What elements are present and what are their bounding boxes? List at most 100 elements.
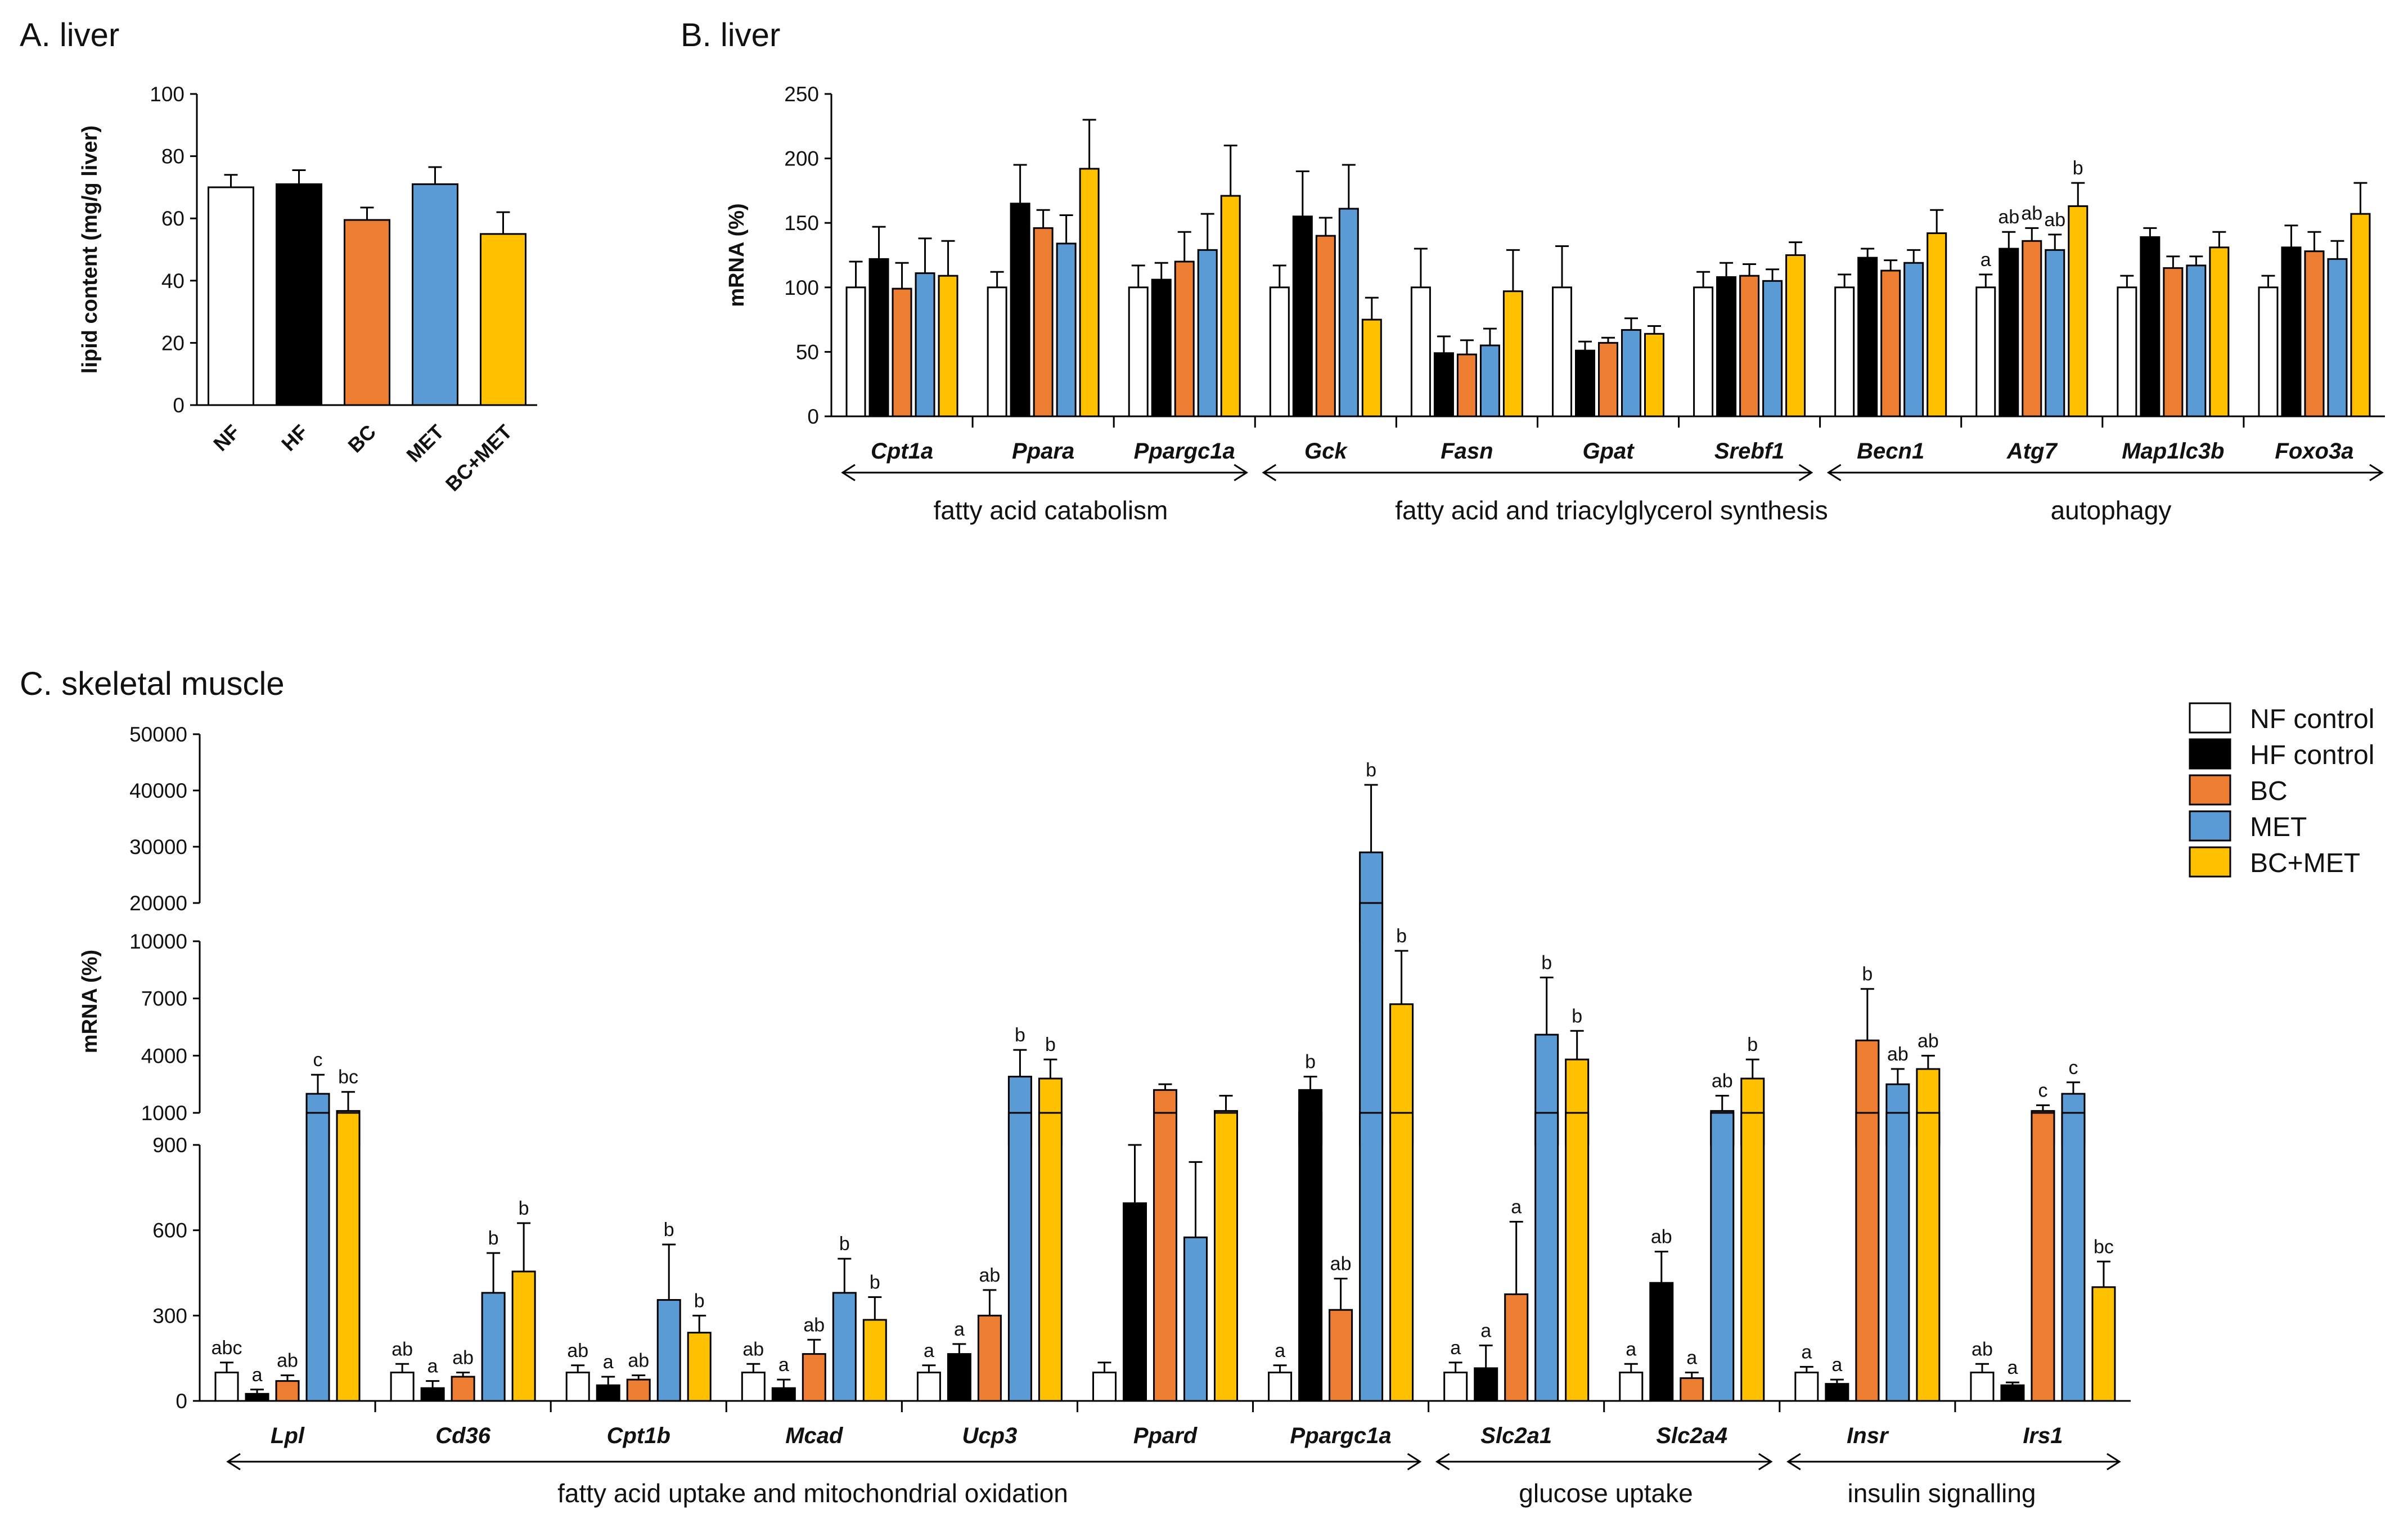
bar-ucp3-nf-control — [916, 1371, 941, 1402]
error-bar-insr-bc — [1860, 988, 1874, 1041]
chart-liver-mrna: 0 50 100 150 200 250 mRNA (%) Cpt1a Ppara Ppargc1… — [725, 83, 2385, 482]
error-bar-insr-met — [1891, 1068, 1905, 1085]
legend-swatch-met — [2189, 810, 2231, 842]
group-arrow-b-3 — [1826, 464, 2384, 482]
error-bar-bc-met — [496, 211, 510, 234]
bar-piece — [1794, 1371, 1819, 1402]
legend: NF control HF control BC MET BC+MET — [2189, 702, 2374, 878]
bar-piece — [596, 1384, 620, 1402]
bar-gck-met — [1338, 208, 1359, 417]
y-tick-label: 50000 — [129, 723, 187, 746]
bar-srebf1-nf — [1693, 286, 1714, 417]
sig-letter-mcad-0: ab — [742, 1338, 764, 1360]
bar-cd36-bc — [451, 1376, 475, 1402]
bar-ucp3-bc-met — [1038, 1077, 1063, 1402]
bar-piece — [687, 1332, 712, 1402]
bar-piece — [1268, 1371, 1293, 1402]
sig-letter-mcad-4: b — [870, 1272, 880, 1293]
gene-label-gpat: Gpat — [1582, 439, 1635, 464]
bar-ppara-met — [1056, 242, 1077, 417]
error-bar-map1lc3b-bc — [2166, 255, 2180, 268]
sig-letter-slc2a1-3: b — [1541, 952, 1552, 973]
sig-letter-atg7-4: b — [2073, 158, 2083, 179]
group-arrow-c-2 — [1435, 1453, 1773, 1471]
sig-letter-atg7-3: ab — [2044, 209, 2065, 231]
bar-piece — [1534, 1112, 1559, 1402]
error-bar-fasn-met — [1483, 327, 1497, 345]
sig-letter-irs1-1: a — [2007, 1357, 2018, 1378]
error-bar-ppargc1a-hf — [1154, 262, 1168, 280]
sig-letter-cpt1b-2: ab — [628, 1350, 649, 1372]
gene-label-cd36: Cd36 — [435, 1423, 491, 1448]
error-bar-fasn-bc-met — [1506, 249, 1520, 291]
bar-ppargc1a-met — [1197, 249, 1218, 417]
error-bar-slc2a4-met — [1715, 1095, 1729, 1111]
bar-piece — [802, 1353, 826, 1402]
gene-label-becn1: Becn1 — [1857, 439, 1924, 464]
error-bar-ppargc1a-met — [1364, 784, 1378, 852]
y-tick-label: 200 — [784, 147, 819, 170]
sig-letter-cpt1b-0: ab — [567, 1340, 588, 1362]
bar-srebf1-met — [1762, 280, 1783, 417]
sig-letter-slc2a4-4: b — [1747, 1034, 1758, 1055]
bar-piece — [1619, 1371, 1644, 1402]
bar-hf — [276, 183, 322, 406]
bar-piece — [1855, 1112, 1880, 1402]
sig-letter-slc2a1-0: a — [1450, 1337, 1461, 1359]
error-bar-lpl-bc-met — [341, 1091, 355, 1111]
error-bar-ppargc1a-bc-met — [1394, 950, 1408, 1004]
bar-atg7-bc-met — [2068, 205, 2089, 417]
error-bar-ppara-bc — [1036, 209, 1050, 228]
gene-label-irs1: Irs1 — [2023, 1423, 2063, 1448]
bar-piece — [1565, 1112, 1590, 1402]
bar-cpt1a-bc-met — [938, 275, 958, 417]
bar-atg7-met — [2045, 249, 2065, 417]
sig-letter-irs1-2: c — [2038, 1080, 2047, 1101]
error-bar-ppard-bc — [1158, 1083, 1172, 1090]
group-label-b-2: fatty acid and triacylglycerol synthesis — [1395, 496, 1828, 525]
legend-label-bcmet: BC+MET — [2250, 848, 2360, 878]
y-tick-label: 900 — [152, 1134, 187, 1157]
group-label-b-3: autophagy — [2051, 496, 2172, 525]
bar-piece — [1474, 1367, 1498, 1402]
bar-slc2a4-nf-control — [1619, 1371, 1644, 1402]
error-bar-lpl-met — [311, 1073, 325, 1094]
sig-letter-cpt1b-3: b — [664, 1219, 674, 1241]
error-bar-gpat-met — [1624, 317, 1638, 330]
bar-piece — [1298, 1112, 1323, 1402]
bar-map1lc3b-bc — [2163, 267, 2184, 417]
bar-foxo3a-met — [2327, 258, 2348, 417]
bar-slc2a4-bc — [1680, 1377, 1704, 1402]
bar-cd36-nf-control — [390, 1371, 415, 1402]
bar-piece — [1359, 902, 1384, 1146]
sig-letter-cd36-4: b — [519, 1198, 529, 1219]
error-bar-gpat-nf — [1555, 245, 1569, 287]
y-tick-label: 0 — [173, 394, 184, 417]
sig-letter-slc2a4-3: ab — [1712, 1071, 1733, 1092]
bar-ppard-bc — [1153, 1089, 1177, 1402]
sig-letter-ppargc1a-0: a — [1275, 1340, 1285, 1362]
bar-ppara-hf — [1010, 203, 1030, 417]
error-bar-slc2a1-nf-control — [1448, 1362, 1462, 1373]
error-bar-becn1-bc — [1884, 259, 1898, 271]
y-tick-label: 0 — [807, 405, 819, 428]
bar-foxo3a-bc-met — [2350, 213, 2371, 417]
bar-fasn-bc-met — [1502, 290, 1523, 417]
sig-letter-mcad-2: ab — [803, 1314, 825, 1336]
error-bar-atg7-met — [2048, 233, 2062, 250]
y-tick-label: 60 — [161, 207, 184, 230]
bar-irs1-bc — [2031, 1110, 2055, 1402]
bar-cpt1b-hf-control — [596, 1384, 620, 1402]
bar-bc-met — [480, 233, 526, 406]
bar-piece — [1123, 1202, 1147, 1402]
sig-letter-ppargc1a-2: ab — [1330, 1254, 1352, 1275]
bar-ppargc1a-hf-control — [1298, 1089, 1323, 1402]
error-bar-mcad-nf-control — [746, 1363, 760, 1373]
error-bar-insr-bc-met — [1921, 1054, 1935, 1070]
gene-label-foxo3a: Foxo3a — [2275, 439, 2353, 464]
legend-label-met: MET — [2250, 812, 2307, 842]
y-tick-label: 10000 — [129, 930, 187, 953]
error-bar-foxo3a-met — [2330, 240, 2344, 259]
error-bar-gpat-bc-met — [1648, 325, 1661, 334]
bar-lpl-met — [305, 1093, 330, 1402]
